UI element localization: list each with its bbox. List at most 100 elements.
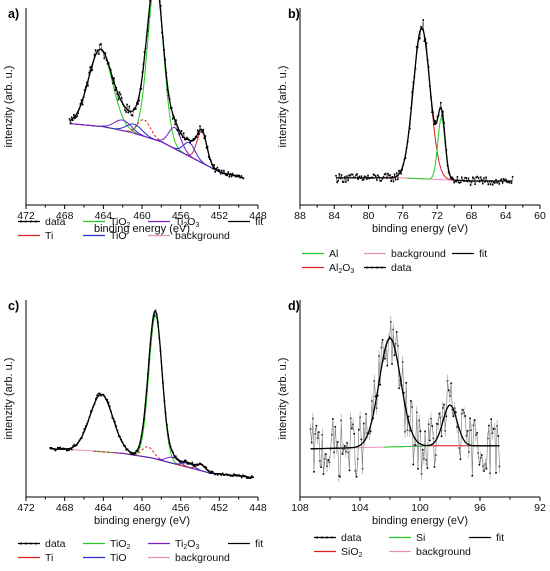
data-point	[491, 184, 494, 186]
data-point	[135, 108, 137, 110]
data-point	[57, 447, 59, 449]
data-point	[117, 98, 120, 101]
data-point	[332, 418, 334, 420]
data-point	[467, 177, 470, 180]
data-point	[373, 174, 376, 176]
data-point	[70, 116, 73, 119]
data-point	[62, 447, 64, 450]
data-point	[134, 452, 136, 454]
data-point	[489, 183, 492, 186]
data-point	[91, 69, 94, 71]
data-point	[462, 409, 464, 411]
data-point	[98, 53, 100, 55]
data-point	[485, 467, 488, 470]
data-point	[360, 438, 363, 441]
data-point	[484, 181, 486, 183]
data-point	[81, 103, 84, 106]
data-point	[336, 441, 339, 443]
data-point	[96, 394, 98, 397]
legend-label-sub: 3	[195, 222, 199, 229]
legend-label: Ti	[45, 552, 53, 564]
legend-item: SiO2	[314, 546, 363, 559]
data-point	[214, 473, 216, 476]
data-point	[77, 112, 79, 115]
component-Ti-line	[158, 459, 244, 477]
data-point	[458, 182, 461, 184]
legend-item: TiO2	[83, 216, 131, 229]
data-point	[320, 466, 322, 468]
data-point	[231, 172, 234, 175]
data-point	[109, 405, 111, 408]
data-point	[225, 174, 227, 176]
data-point	[482, 182, 484, 185]
data-point	[349, 174, 352, 177]
legend-label-part: TiO	[110, 216, 127, 228]
data-point	[391, 176, 394, 178]
legend-label-part: TiO	[110, 552, 127, 564]
x-tick-label: 104	[351, 502, 369, 514]
data-point	[412, 463, 415, 466]
data-point	[125, 449, 128, 451]
data-point	[397, 178, 399, 181]
legend-marker	[326, 536, 328, 539]
panel-3: 108 104 100 96 92 binding energy (eV) intenzit…	[277, 299, 546, 559]
data-point	[365, 413, 367, 415]
x-tick-label: 452	[211, 210, 229, 222]
data-point	[492, 427, 495, 430]
data-point	[97, 392, 100, 395]
data-point	[335, 174, 337, 177]
data-point	[470, 181, 473, 183]
component-Ti-line	[155, 130, 244, 179]
data-point	[49, 447, 51, 449]
data-point	[189, 141, 191, 144]
data-point	[50, 447, 53, 449]
legend-label: TiO	[110, 552, 127, 564]
data-point	[59, 446, 62, 449]
data-point	[440, 435, 443, 438]
data-point	[342, 181, 345, 183]
data-point	[233, 473, 235, 475]
component-Ti2O3-line	[114, 452, 231, 476]
data-point	[180, 130, 183, 132]
data-point	[355, 174, 357, 177]
legend-label: background	[391, 248, 446, 260]
data-point	[205, 147, 208, 149]
data-point	[202, 128, 205, 131]
data-point	[507, 180, 509, 183]
data-point	[469, 417, 471, 420]
data-point	[345, 181, 347, 183]
data-point	[456, 175, 459, 178]
legend-item: fit	[228, 538, 263, 550]
data-point	[440, 101, 442, 104]
data-point	[350, 173, 353, 176]
data-point	[346, 175, 348, 177]
legend-item: background	[148, 552, 230, 564]
data-point	[493, 181, 495, 184]
data-point	[72, 119, 74, 121]
legend-label-sub: 2	[127, 222, 131, 229]
data-point	[504, 179, 506, 182]
data-point	[336, 181, 338, 184]
data-point	[126, 103, 128, 106]
data-point	[388, 336, 391, 338]
data-point	[127, 111, 129, 114]
data-point	[341, 453, 344, 455]
data-point	[217, 169, 220, 171]
y-axis-label: intenzity (arb. u.)	[277, 358, 289, 440]
data-point	[461, 176, 463, 179]
legend-item: fit	[452, 248, 487, 260]
y-axis-label: intenzity (arb. u.)	[3, 66, 15, 148]
data-point	[90, 410, 92, 412]
data-point	[351, 173, 354, 176]
data-point	[346, 442, 348, 444]
data-point	[363, 175, 366, 178]
data-point	[382, 176, 385, 178]
data-point	[173, 456, 176, 458]
data-point	[186, 136, 188, 139]
legend-marker	[366, 266, 368, 269]
data-point	[338, 173, 341, 175]
component-Al2O3-line	[342, 26, 501, 182]
data-point	[104, 52, 107, 54]
data-point	[361, 179, 364, 181]
data-point	[194, 465, 196, 467]
